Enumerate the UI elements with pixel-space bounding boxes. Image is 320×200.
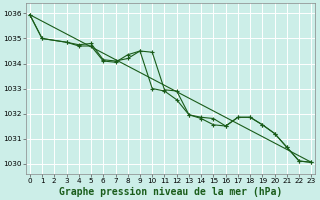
X-axis label: Graphe pression niveau de la mer (hPa): Graphe pression niveau de la mer (hPa) xyxy=(59,186,282,197)
